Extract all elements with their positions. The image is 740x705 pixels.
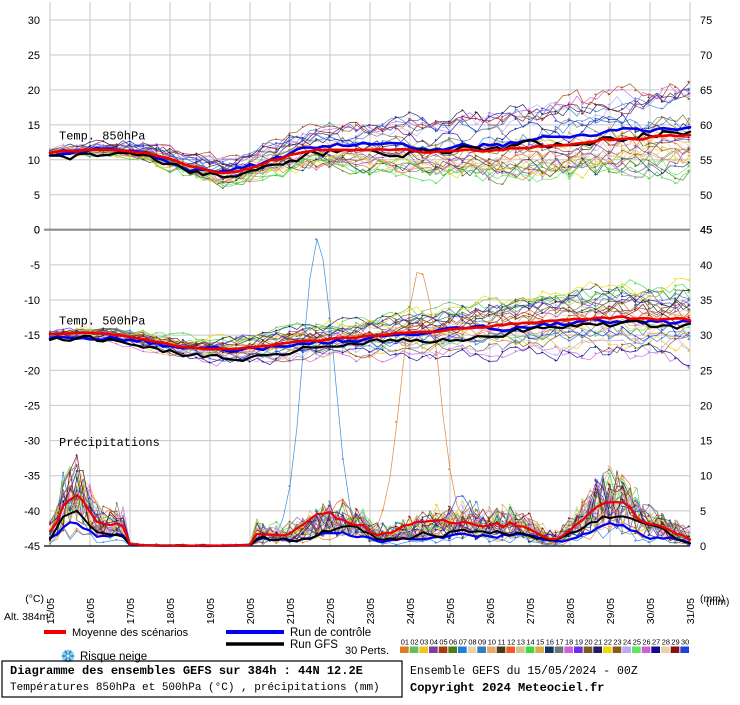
svg-text:19/05: 19/05 [205, 598, 217, 624]
svg-text:Moyenne des scénarios: Moyenne des scénarios [72, 627, 189, 639]
svg-text:03: 03 [420, 638, 428, 647]
svg-text:30: 30 [681, 638, 689, 647]
svg-text:Temp. 850hPa: Temp. 850hPa [59, 130, 145, 144]
svg-text:(mm): (mm) [706, 597, 729, 608]
svg-text:5: 5 [700, 506, 706, 518]
svg-text:29/05: 29/05 [605, 598, 617, 624]
svg-text:23: 23 [613, 638, 621, 647]
svg-text:12: 12 [507, 638, 515, 647]
svg-text:02: 02 [410, 638, 418, 647]
svg-text:-20: -20 [24, 365, 40, 377]
svg-text:11: 11 [498, 638, 506, 647]
svg-text:Diagramme des ensembles GEFS s: Diagramme des ensembles GEFS sur 384h : … [10, 664, 363, 678]
svg-text:40: 40 [700, 260, 712, 272]
svg-text:21: 21 [594, 638, 602, 647]
svg-text:17: 17 [555, 638, 563, 647]
svg-text:18/05: 18/05 [165, 598, 177, 624]
svg-text:29: 29 [671, 638, 679, 647]
svg-text:35: 35 [700, 295, 712, 307]
svg-text:10: 10 [700, 471, 712, 483]
svg-text:05: 05 [439, 638, 447, 647]
svg-text:22/05: 22/05 [325, 598, 337, 624]
svg-text:Ensemble GEFS du 15/05/2024 -: Ensemble GEFS du 15/05/2024 - 00Z [410, 665, 638, 678]
svg-text:28: 28 [662, 638, 670, 647]
svg-text:25: 25 [633, 638, 641, 647]
svg-text:30/05: 30/05 [645, 598, 657, 624]
svg-text:26/05: 26/05 [485, 598, 497, 624]
svg-text:01: 01 [401, 638, 409, 647]
svg-text:65: 65 [700, 85, 712, 97]
svg-text:15: 15 [536, 638, 544, 647]
svg-text:30 Perts.: 30 Perts. [345, 645, 389, 657]
svg-text:27/05: 27/05 [525, 598, 537, 624]
svg-text:20/05: 20/05 [245, 598, 257, 624]
svg-text:-10: -10 [24, 295, 40, 307]
svg-text:08: 08 [468, 638, 476, 647]
svg-text:13: 13 [517, 638, 525, 647]
svg-text:50: 50 [700, 190, 712, 202]
svg-text:-35: -35 [24, 471, 40, 483]
svg-text:-25: -25 [24, 400, 40, 412]
svg-text:30: 30 [28, 15, 40, 27]
svg-text:28/05: 28/05 [565, 598, 577, 624]
svg-text:15: 15 [700, 436, 712, 448]
svg-text:23/05: 23/05 [365, 598, 377, 624]
svg-text:30: 30 [700, 330, 712, 342]
svg-text:14: 14 [526, 638, 534, 647]
svg-text:-5: -5 [30, 260, 40, 272]
svg-text:-30: -30 [24, 436, 40, 448]
svg-text:Copyright 2024 Meteociel.fr: Copyright 2024 Meteociel.fr [410, 681, 604, 695]
svg-text:60: 60 [700, 120, 712, 132]
svg-text:Alt. 384m: Alt. 384m [4, 611, 49, 623]
svg-text:45: 45 [700, 225, 712, 237]
svg-text:31/05: 31/05 [685, 598, 697, 624]
svg-text:10: 10 [488, 638, 496, 647]
svg-text:-40: -40 [24, 506, 40, 518]
svg-text:19: 19 [575, 638, 583, 647]
svg-text:24/05: 24/05 [405, 598, 417, 624]
svg-text:04: 04 [430, 638, 438, 647]
svg-text:Run de contrôle: Run de contrôle [290, 627, 371, 639]
svg-text:-45: -45 [24, 541, 40, 553]
svg-text:06: 06 [449, 638, 457, 647]
svg-text:27: 27 [652, 638, 660, 647]
svg-text:10: 10 [28, 155, 40, 167]
svg-text:(°C): (°C) [25, 593, 44, 605]
svg-text:16: 16 [546, 638, 554, 647]
svg-text:Run GFS: Run GFS [290, 639, 338, 651]
svg-text:26: 26 [642, 638, 650, 647]
svg-text:07: 07 [459, 638, 467, 647]
svg-text:09: 09 [478, 638, 486, 647]
svg-text:-15: -15 [24, 330, 40, 342]
svg-text:5: 5 [34, 190, 40, 202]
svg-text:17/05: 17/05 [125, 598, 137, 624]
svg-text:0: 0 [34, 225, 40, 237]
svg-text:18: 18 [565, 638, 573, 647]
svg-text:15: 15 [28, 120, 40, 132]
svg-text:Temp. 500hPa: Temp. 500hPa [59, 315, 145, 329]
svg-text:20: 20 [28, 85, 40, 97]
svg-text:25: 25 [28, 50, 40, 62]
svg-text:25/05: 25/05 [445, 598, 457, 624]
svg-text:0: 0 [700, 541, 706, 553]
svg-text:24: 24 [623, 638, 631, 647]
svg-text:16/05: 16/05 [85, 598, 97, 624]
svg-text:22: 22 [604, 638, 612, 647]
svg-text:Températures 850hPa et 500hPa: Températures 850hPa et 500hPa (°C) , pré… [10, 682, 380, 694]
svg-text:Précipitations: Précipitations [59, 436, 160, 450]
svg-text:55: 55 [700, 155, 712, 167]
svg-text:70: 70 [700, 50, 712, 62]
svg-text:21/05: 21/05 [285, 598, 297, 624]
svg-text:20: 20 [584, 638, 592, 647]
svg-text:20: 20 [700, 400, 712, 412]
svg-text:75: 75 [700, 15, 712, 27]
svg-text:25: 25 [700, 365, 712, 377]
